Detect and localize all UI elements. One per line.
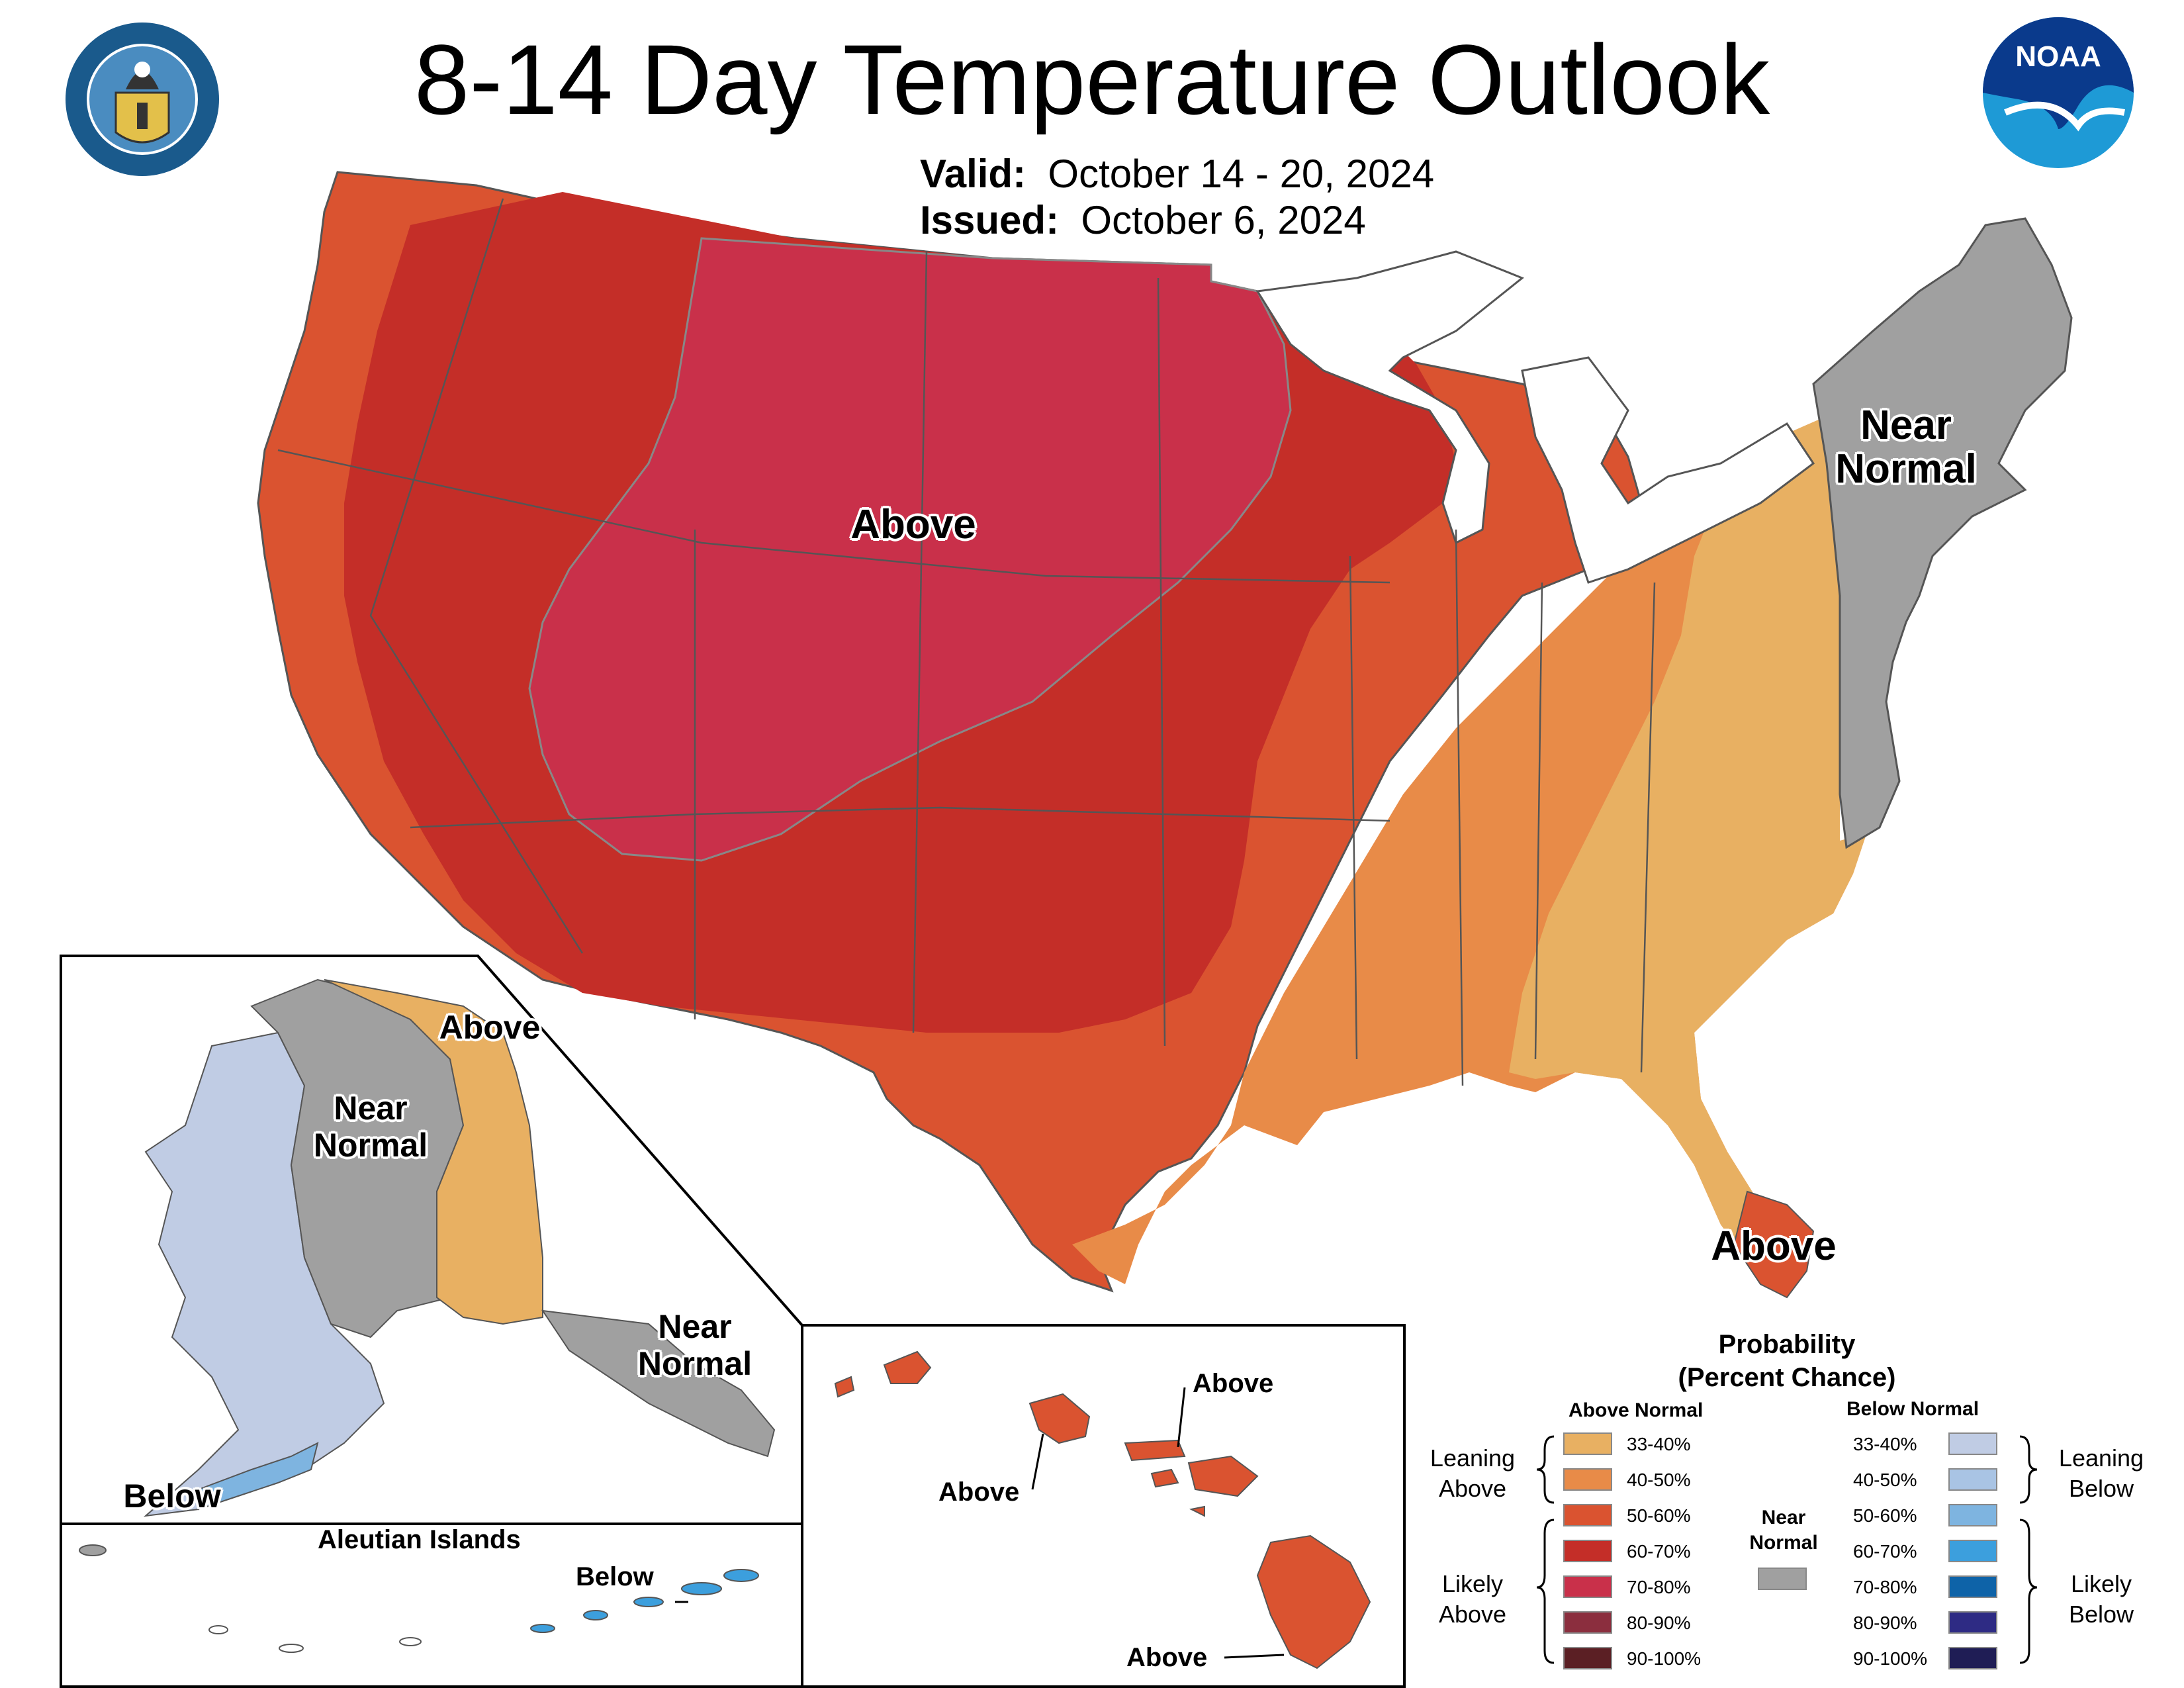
noaa-logo: NOAA — [1983, 17, 2134, 168]
conus-near-normal-label: Near Normal — [1835, 402, 1977, 492]
legend-near-normal-swatch — [1758, 1568, 1807, 1590]
aleutian-below-label: Below — [576, 1562, 654, 1591]
legend-below-swatch — [1948, 1647, 1997, 1669]
legend-below-percent: 33-40% — [1853, 1434, 1917, 1454]
conus-above-florida-label: Above — [1711, 1223, 1837, 1269]
state-borders — [277, 198, 1656, 1086]
valid-label: Valid: — [920, 152, 1026, 196]
legend-braces — [1536, 1435, 2038, 1664]
legend-above-swatch — [1563, 1647, 1612, 1669]
conus-near-normal-region — [1812, 217, 2073, 849]
valid-dates: Valid: October 14 - 20, 2024 — [920, 151, 1434, 197]
legend-below-percent: 50-60% — [1853, 1505, 1917, 1526]
legend-above-percent: 33-40% — [1627, 1434, 1691, 1454]
legend-below-percent: 80-90% — [1853, 1613, 1917, 1633]
issued-label: Issued: — [920, 198, 1060, 242]
aleutian-inset-frame — [60, 1523, 803, 1688]
legend-above-percent: 70-80% — [1627, 1577, 1691, 1597]
alaska-southeast-near-normal-region — [541, 1309, 776, 1458]
svg-text:NOAA: NOAA — [2015, 40, 2101, 73]
legend-below-header: Below Normal — [1846, 1398, 1979, 1420]
alaska-below-label: Below — [123, 1477, 221, 1515]
legend-above-swatch — [1563, 1432, 1612, 1455]
legend-leaning-above-label: Leaning Above — [1430, 1444, 1516, 1502]
legend-below-swatch — [1948, 1611, 1997, 1634]
legend-above-swatch — [1563, 1504, 1612, 1526]
legend-above-swatch — [1563, 1468, 1612, 1491]
aleutian-islands — [79, 1544, 759, 1653]
conus-above-center-label: Above — [850, 502, 976, 547]
legend-above-swatch — [1563, 1540, 1612, 1562]
legend-above-header: Above Normal — [1569, 1399, 1704, 1421]
legend-below-percent: 40-50% — [1853, 1470, 1917, 1490]
legend-below-swatch — [1948, 1540, 1997, 1562]
legend-near-normal-header: Near Normal — [1749, 1507, 1818, 1554]
alaska-near-normal-label: Near Normal — [313, 1090, 428, 1164]
florida-tip-region — [1733, 1190, 1815, 1299]
legend-likely-above-label: Likely Above — [1438, 1570, 1507, 1628]
alaska-southeast-near-normal-label: Near Normal — [637, 1308, 752, 1382]
legend-above-swatch — [1563, 1575, 1612, 1598]
conus-above-33-40-inner-region — [1509, 410, 1866, 1297]
aleutian-title: Aleutian Islands — [318, 1525, 521, 1554]
legend-below-percent: 60-70% — [1853, 1541, 1917, 1562]
hawaii-above-left-label: Above — [938, 1477, 1020, 1507]
legend-above-swatch — [1563, 1611, 1612, 1634]
legend-below-swatch — [1948, 1468, 1997, 1491]
legend-below-percent: 90-100% — [1853, 1648, 1928, 1669]
legend-likely-below-label: Likely Below — [2068, 1570, 2134, 1628]
legend-above-percent: 50-60% — [1627, 1505, 1691, 1526]
legend-above-percent: 80-90% — [1627, 1613, 1691, 1633]
legend-leaning-below-label: Leaning Below — [2058, 1444, 2144, 1502]
issued-value: October 6, 2024 — [1081, 198, 1366, 242]
valid-value: October 14 - 20, 2024 — [1048, 152, 1435, 196]
legend-title: Probability (Percent Chance) — [1678, 1330, 1896, 1392]
legend-above-percent: 90-100% — [1627, 1648, 1702, 1669]
alaska-below-southwest-region — [198, 1442, 319, 1511]
issued-dates: Issued: October 6, 2024 — [920, 197, 1366, 244]
alaska-above-region — [324, 979, 543, 1325]
legend-below-swatch — [1948, 1504, 1997, 1526]
legend-below-swatch — [1948, 1432, 1997, 1455]
legend-above-percent: 40-50% — [1627, 1470, 1691, 1490]
conus-above-70-80-region — [528, 237, 1292, 862]
alaska-above-label: Above — [439, 1009, 541, 1046]
hawaii-leader-lines — [1031, 1387, 1285, 1659]
hawaii-above-top-label: Above — [1193, 1369, 1274, 1398]
great-lakes — [1255, 250, 1815, 584]
legend-above-percent: 60-70% — [1627, 1541, 1691, 1562]
commerce-seal-logo — [66, 23, 219, 176]
legend-below-percent: 70-80% — [1853, 1577, 1917, 1597]
hawaii-above-bottom-label: Above — [1126, 1643, 1208, 1672]
hawaii-islands — [834, 1350, 1371, 1669]
page-title: 8-14 Day Temperature Outlook — [414, 24, 1770, 135]
legend-below-swatch — [1948, 1575, 1997, 1598]
